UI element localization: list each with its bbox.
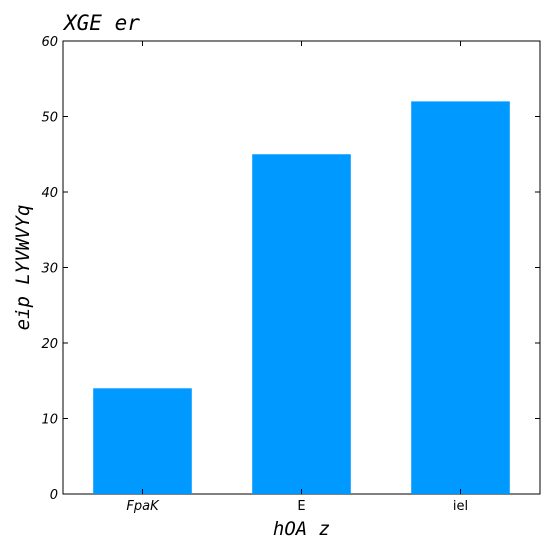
x-tick-label-1: E [297, 499, 305, 514]
bar-0 [93, 388, 192, 494]
y-tick-label-2: 20 [41, 337, 58, 352]
y-tick-label-5: 50 [41, 111, 58, 126]
bar-2 [411, 101, 510, 495]
y-tick-label-4: 40 [41, 186, 58, 201]
x-tick-label-2: iel [453, 499, 468, 514]
chart-title: XGE er [62, 11, 140, 35]
y-tick-label-3: 30 [41, 262, 58, 277]
x-axis-label: hOA z [273, 518, 330, 540]
y-tick-label-6: 60 [41, 35, 58, 50]
y-axis-label: eip LYVWVYq [12, 205, 34, 331]
y-tick-label-0: 0 [50, 488, 58, 503]
x-tick-label-0: FpaK [126, 499, 160, 514]
y-tick-label-1: 10 [41, 413, 58, 428]
bars [93, 101, 510, 495]
y-axis-ticks: 0 10 20 30 40 50 60 [41, 35, 540, 503]
bar-1 [252, 154, 351, 494]
